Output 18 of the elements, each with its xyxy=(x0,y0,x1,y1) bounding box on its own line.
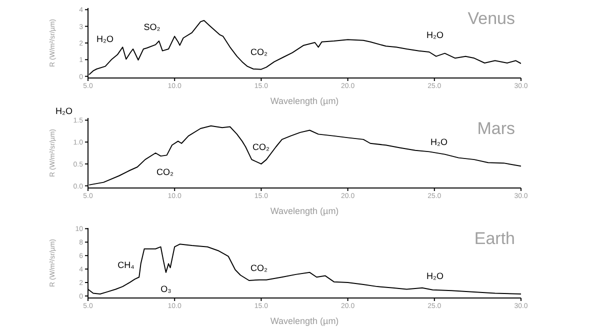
annotation: O₃ xyxy=(160,284,172,294)
annotation: H₂O xyxy=(426,30,444,40)
text: H₂O xyxy=(56,106,72,116)
x-axis-title: Wavelength (µm) xyxy=(270,316,339,326)
annotation: CO₂ xyxy=(252,142,270,152)
x-axis-title: Wavelength (µm) xyxy=(270,206,339,216)
annotation: H₂O xyxy=(96,34,114,44)
annotation: CH₄ xyxy=(118,260,134,270)
annotation: CO₂ xyxy=(250,263,268,273)
chart-title: Mars xyxy=(477,119,515,139)
chart-title: Venus xyxy=(468,9,515,29)
annotation: SO₂ xyxy=(144,22,160,32)
annotation: H₂O xyxy=(426,271,444,281)
x-axis-title: Wavelength (µm) xyxy=(270,96,339,106)
chart-title: Earth xyxy=(474,229,515,249)
annotation: CO₂ xyxy=(250,47,268,57)
annotation: CO₂ xyxy=(156,167,174,177)
annotation: H₂O xyxy=(430,137,448,147)
